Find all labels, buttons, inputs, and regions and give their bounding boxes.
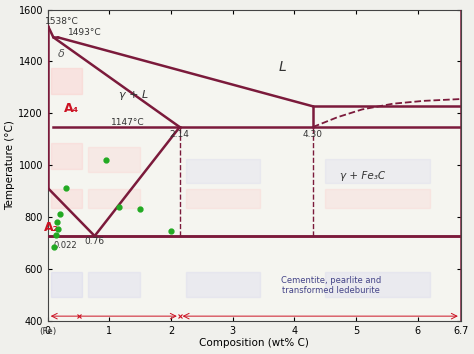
Text: 0.022: 0.022 — [53, 241, 77, 250]
Bar — [88, 272, 140, 297]
Text: γ + Fe₃C: γ + Fe₃C — [339, 171, 385, 181]
Text: 1538°C: 1538°C — [45, 17, 78, 26]
Text: γ + L: γ + L — [119, 90, 149, 100]
Y-axis label: Temperature (°C): Temperature (°C) — [6, 120, 16, 210]
Bar — [51, 272, 82, 297]
Text: L: L — [278, 59, 286, 74]
Bar — [51, 189, 82, 208]
Bar — [186, 189, 260, 208]
Bar — [186, 272, 260, 297]
Text: A₂: A₂ — [44, 221, 59, 234]
Bar — [186, 159, 260, 183]
Text: 2.14: 2.14 — [170, 130, 190, 139]
Text: 1147°C: 1147°C — [111, 118, 145, 127]
Text: Cementite, pearlite and
transformed ledeburite: Cementite, pearlite and transformed lede… — [281, 276, 382, 296]
Text: 4.30: 4.30 — [303, 130, 323, 139]
Text: δ: δ — [58, 48, 65, 59]
Text: A₄: A₄ — [64, 102, 79, 115]
Bar — [51, 143, 82, 169]
Text: 0.76: 0.76 — [84, 237, 105, 246]
Text: 1493°C: 1493°C — [68, 28, 101, 38]
Bar — [51, 68, 82, 94]
Bar — [88, 147, 140, 172]
X-axis label: Composition (wt% C): Composition (wt% C) — [200, 338, 309, 348]
Text: (Fe): (Fe) — [39, 327, 56, 336]
Bar — [325, 189, 430, 208]
Bar — [88, 189, 140, 208]
Bar — [325, 272, 430, 297]
Bar — [325, 159, 430, 183]
